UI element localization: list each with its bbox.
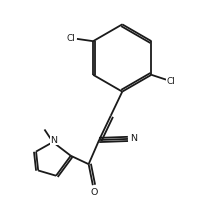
Text: N: N [130, 134, 137, 143]
Text: Cl: Cl [167, 77, 176, 86]
Text: Cl: Cl [67, 34, 75, 42]
Text: N: N [50, 136, 58, 145]
Text: O: O [90, 188, 98, 197]
